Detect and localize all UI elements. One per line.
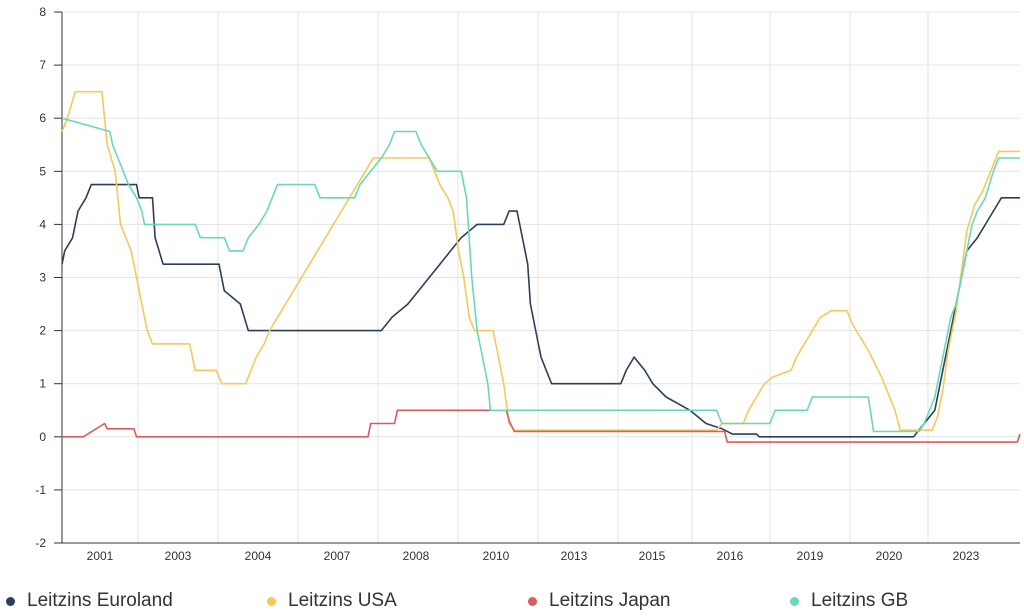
series-lines: [61, 90, 1021, 443]
legend: Leitzins Euroland Leitzins USA Leitzins …: [0, 586, 1024, 616]
y-tick-label: 5: [39, 164, 46, 178]
x-tick-label: 2020: [876, 549, 903, 563]
x-tick-label: 2015: [639, 549, 666, 563]
legend-dot-icon: [528, 596, 537, 606]
x-tick-label: 2019: [797, 549, 824, 563]
x-tick-label: 2010: [483, 549, 510, 563]
series-line-leitzins-japan: [62, 409, 1021, 443]
x-tick-label: 2016: [717, 549, 744, 563]
legend-dot-icon: [6, 596, 15, 606]
grid: [62, 11, 1020, 544]
y-tick-label: 0: [39, 430, 46, 444]
legend-dot-icon: [267, 596, 276, 606]
legend-item-japan[interactable]: Leitzins Japan: [528, 590, 670, 612]
legend-item-usa[interactable]: Leitzins USA: [267, 590, 397, 612]
x-tick-label: 2023: [953, 549, 980, 563]
y-tick-label: 8: [39, 5, 46, 19]
legend-label: Leitzins Euroland: [27, 590, 173, 611]
legend-label: Leitzins USA: [288, 590, 397, 611]
x-tick-label: 2003: [165, 549, 192, 563]
axes: [54, 11, 1020, 544]
y-tick-label: -1: [35, 483, 46, 497]
y-tick-label: 6: [39, 111, 46, 125]
legend-dot-icon: [790, 596, 799, 606]
legend-item-gb[interactable]: Leitzins GB: [790, 590, 908, 612]
line-chart: -2 -1 0 1 2 3 4 5 6 7 8 2001 2003 2004 2007 2008 2010 201…: [35, 5, 1021, 563]
x-tick-label: 2001: [87, 549, 114, 563]
series-line-leitzins-euroland: [61, 183, 1020, 438]
y-tick-label: 2: [39, 324, 46, 338]
legend-label: Leitzins GB: [811, 590, 909, 611]
chart-area: -2 -1 0 1 2 3 4 5 6 7 8 2001 2003 2004 2007 2008 2010 201…: [35, 5, 1021, 563]
series-line-leitzins-usa: [61, 90, 1020, 432]
y-tick-label: 4: [39, 217, 46, 231]
x-tick-label: 2013: [561, 549, 588, 563]
legend-label: Leitzins Japan: [549, 590, 671, 611]
legend-item-euroland[interactable]: Leitzins Euroland: [6, 590, 173, 612]
x-tick-label: 2004: [245, 549, 272, 563]
y-tick-label: 3: [39, 271, 46, 285]
tick-labels: -2 -1 0 1 2 3 4 5 6 7 8 2001 2003 2004 2007 2008 2010 201…: [35, 5, 979, 563]
x-tick-label: 2007: [324, 549, 351, 563]
x-tick-label: 2008: [403, 549, 430, 563]
y-tick-label: 1: [39, 377, 46, 391]
y-tick-label: 7: [39, 58, 46, 72]
series-line-leitzins-gb: [61, 117, 1020, 433]
y-tick-label: -2: [35, 536, 46, 550]
